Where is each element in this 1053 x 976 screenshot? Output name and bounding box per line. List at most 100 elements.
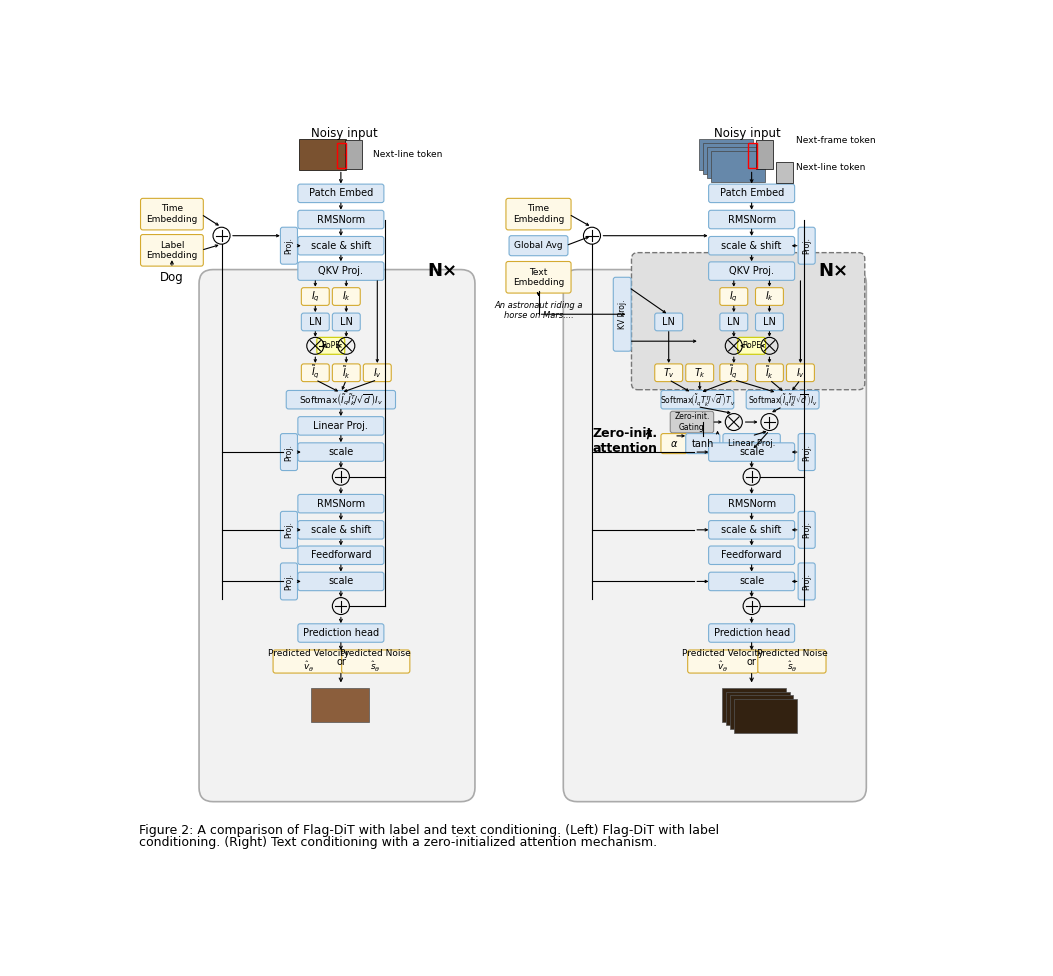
FancyBboxPatch shape <box>730 695 794 729</box>
FancyBboxPatch shape <box>301 288 330 305</box>
Text: Proj.: Proj. <box>802 444 811 461</box>
FancyBboxPatch shape <box>709 495 795 513</box>
FancyBboxPatch shape <box>688 650 758 673</box>
FancyBboxPatch shape <box>755 364 783 382</box>
FancyBboxPatch shape <box>286 390 396 409</box>
Text: Prediction head: Prediction head <box>303 628 379 638</box>
Text: $T_k$: $T_k$ <box>694 366 706 380</box>
Text: Dog: Dog <box>160 270 184 284</box>
Text: scale & shift: scale & shift <box>721 525 781 535</box>
Text: Predicted Noise
$\hat{s}_\theta$: Predicted Noise $\hat{s}_\theta$ <box>340 649 411 674</box>
Text: $\tilde{I}_q$: $\tilde{I}_q$ <box>311 364 320 382</box>
Text: Proj.: Proj. <box>802 237 811 254</box>
Text: scale: scale <box>329 577 354 587</box>
FancyBboxPatch shape <box>709 546 795 564</box>
Text: Figure 2: A comparison of Flag-DiT with label and text conditioning. (Left) Flag: Figure 2: A comparison of Flag-DiT with … <box>139 824 719 837</box>
FancyBboxPatch shape <box>299 140 345 170</box>
FancyBboxPatch shape <box>776 162 794 183</box>
FancyBboxPatch shape <box>298 236 384 255</box>
Text: QKV Proj.: QKV Proj. <box>318 266 363 276</box>
Text: $I_v$: $I_v$ <box>796 366 804 380</box>
Text: Label
Embedding: Label Embedding <box>146 241 198 260</box>
Text: Noisy input: Noisy input <box>714 127 781 140</box>
Text: scale & shift: scale & shift <box>311 241 371 251</box>
FancyBboxPatch shape <box>298 624 384 642</box>
FancyBboxPatch shape <box>298 210 384 228</box>
FancyBboxPatch shape <box>709 236 795 255</box>
FancyBboxPatch shape <box>661 433 688 454</box>
FancyBboxPatch shape <box>199 269 475 801</box>
FancyBboxPatch shape <box>344 141 362 170</box>
FancyBboxPatch shape <box>709 624 795 642</box>
FancyBboxPatch shape <box>686 433 720 454</box>
Text: scale & shift: scale & shift <box>311 525 371 535</box>
FancyBboxPatch shape <box>273 650 343 673</box>
FancyBboxPatch shape <box>298 262 384 280</box>
Text: Next-line token: Next-line token <box>796 163 866 173</box>
Text: KV Proj.: KV Proj. <box>618 300 627 329</box>
Text: scale & shift: scale & shift <box>721 241 781 251</box>
Text: An astronaut riding a
horse on Mars....: An astronaut riding a horse on Mars.... <box>494 301 582 320</box>
FancyBboxPatch shape <box>709 572 795 590</box>
Text: Time
Embedding: Time Embedding <box>146 204 198 224</box>
Text: Predicted Velocity
$\hat{v}_\theta$: Predicted Velocity $\hat{v}_\theta$ <box>267 649 349 674</box>
FancyBboxPatch shape <box>140 234 203 266</box>
FancyBboxPatch shape <box>709 184 795 203</box>
FancyBboxPatch shape <box>280 511 298 549</box>
Text: scale: scale <box>329 447 354 457</box>
FancyBboxPatch shape <box>787 364 814 382</box>
Text: N×: N× <box>818 262 849 279</box>
FancyBboxPatch shape <box>298 495 384 513</box>
Text: scale: scale <box>739 577 764 587</box>
Text: Global Avg: Global Avg <box>514 241 562 250</box>
FancyBboxPatch shape <box>722 688 786 721</box>
Text: $I_k$: $I_k$ <box>342 290 351 304</box>
Text: RMSNorm: RMSNorm <box>317 499 365 508</box>
Text: $\tilde{I}_k$: $\tilde{I}_k$ <box>764 364 774 382</box>
Text: Feedforward: Feedforward <box>311 550 371 560</box>
FancyBboxPatch shape <box>798 511 815 549</box>
Text: RMSNorm: RMSNorm <box>728 215 776 224</box>
FancyBboxPatch shape <box>312 688 369 721</box>
FancyBboxPatch shape <box>709 210 795 228</box>
FancyBboxPatch shape <box>702 143 757 174</box>
Text: $T_v$: $T_v$ <box>662 366 675 380</box>
Text: $\tilde{I}_q$: $\tilde{I}_q$ <box>730 364 738 382</box>
Text: Patch Embed: Patch Embed <box>309 188 373 198</box>
FancyBboxPatch shape <box>686 364 714 382</box>
FancyBboxPatch shape <box>317 338 344 354</box>
FancyBboxPatch shape <box>301 364 330 382</box>
Text: Softmax$\!\left(\tilde{I}_q\tilde{I}_k^T\!/\sqrt{d}\right)I_v$: Softmax$\!\left(\tilde{I}_q\tilde{I}_k^T… <box>748 391 817 408</box>
Text: RMSNorm: RMSNorm <box>317 215 365 224</box>
FancyBboxPatch shape <box>505 262 571 293</box>
Text: LN: LN <box>728 317 740 327</box>
Text: LN: LN <box>340 317 353 327</box>
FancyBboxPatch shape <box>720 313 748 331</box>
Text: or: or <box>747 657 756 667</box>
Text: QKV Proj.: QKV Proj. <box>729 266 774 276</box>
FancyBboxPatch shape <box>798 563 815 600</box>
FancyBboxPatch shape <box>707 147 761 178</box>
FancyBboxPatch shape <box>661 390 734 409</box>
FancyBboxPatch shape <box>298 417 384 435</box>
FancyBboxPatch shape <box>563 269 867 801</box>
Text: Linear Proj.: Linear Proj. <box>314 421 369 430</box>
FancyBboxPatch shape <box>727 692 790 725</box>
Text: Linear Proj.: Linear Proj. <box>728 439 775 448</box>
FancyBboxPatch shape <box>711 151 764 182</box>
Text: RMSNorm: RMSNorm <box>728 499 776 508</box>
FancyBboxPatch shape <box>755 313 783 331</box>
FancyBboxPatch shape <box>333 364 360 382</box>
Text: Zero-init.
Gating: Zero-init. Gating <box>674 412 710 431</box>
Text: Predicted Velocity
$\hat{v}_\theta$: Predicted Velocity $\hat{v}_\theta$ <box>682 649 763 674</box>
Text: N×: N× <box>428 262 457 279</box>
FancyBboxPatch shape <box>301 313 330 331</box>
FancyBboxPatch shape <box>298 520 384 539</box>
Text: Softmax$\left(\tilde{I}_q\tilde{I}_k^T\!/\sqrt{d}\right)I_v$: Softmax$\left(\tilde{I}_q\tilde{I}_k^T\!… <box>299 391 383 408</box>
FancyBboxPatch shape <box>280 433 298 470</box>
FancyBboxPatch shape <box>755 288 783 305</box>
FancyBboxPatch shape <box>720 364 748 382</box>
FancyBboxPatch shape <box>298 443 384 462</box>
FancyBboxPatch shape <box>333 288 360 305</box>
FancyBboxPatch shape <box>699 140 753 170</box>
